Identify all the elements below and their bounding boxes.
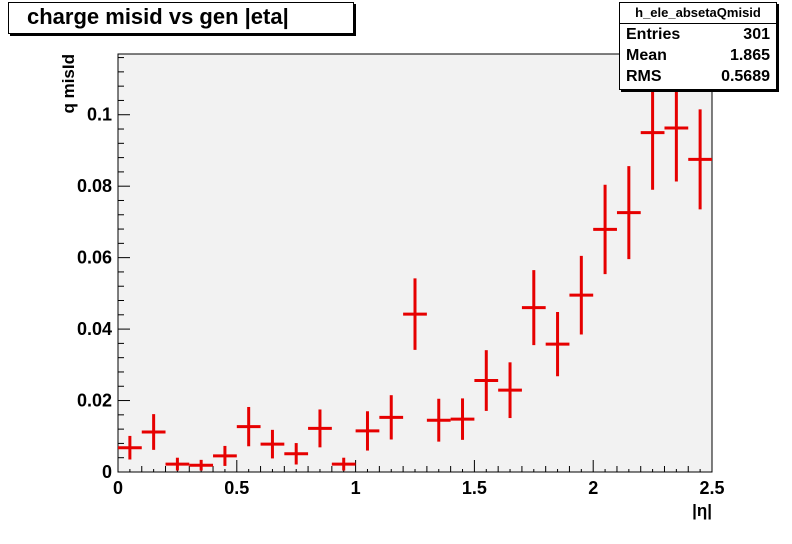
x-tick-label: 2.5 <box>699 478 724 498</box>
data-point <box>545 311 570 377</box>
stats-label: Entries <box>626 26 681 43</box>
stats-label: Mean <box>626 47 667 64</box>
data-point <box>213 445 237 466</box>
data-point <box>664 74 689 182</box>
stats-value: 1.865 <box>729 47 770 64</box>
chart-title-box: charge misid vs gen |eta| <box>8 2 354 34</box>
data-point <box>521 270 546 346</box>
data-point <box>331 457 356 471</box>
data-point <box>474 350 499 411</box>
data-point <box>284 443 309 465</box>
data-point <box>403 278 427 350</box>
y-axis-label: q misId <box>59 54 78 114</box>
y-tick-label: 0.1 <box>87 105 112 125</box>
x-axis-label: |η| <box>692 501 712 520</box>
stats-label: RMS <box>626 68 662 85</box>
y-tick-label: 0.06 <box>77 248 112 268</box>
x-tick-label: 1 <box>351 478 361 498</box>
data-point <box>593 184 617 275</box>
data-point <box>141 414 166 450</box>
x-tick-label: 1.5 <box>462 478 487 498</box>
data-point <box>118 435 142 460</box>
x-tick-label: 2 <box>588 478 598 498</box>
data-point <box>498 362 522 419</box>
data-point <box>426 398 451 442</box>
data-point <box>308 409 332 448</box>
data-point <box>355 411 380 451</box>
stats-row-entries: Entries 301 <box>620 24 776 45</box>
stats-name: h_ele_absetaQmisid <box>620 3 776 24</box>
y-tick-label: 0.08 <box>77 176 112 196</box>
data-point <box>569 255 594 335</box>
data-point <box>236 406 261 447</box>
stats-value: 301 <box>743 26 770 43</box>
stats-row-mean: Mean 1.865 <box>620 45 776 66</box>
data-point <box>450 398 475 440</box>
stats-value: 0.5689 <box>721 68 770 85</box>
data-point <box>189 459 214 471</box>
data-point <box>688 109 712 210</box>
stats-box: h_ele_absetaQmisid Entries 301 Mean 1.86… <box>619 2 777 90</box>
data-point <box>260 429 285 459</box>
data-point <box>640 75 665 190</box>
x-tick-label: 0.5 <box>224 478 249 498</box>
x-tick-label: 0 <box>113 478 123 498</box>
plot-area <box>117 53 713 473</box>
data-point <box>379 395 404 440</box>
chart-title: charge misid vs gen |eta| <box>27 4 289 29</box>
data-point <box>165 457 190 471</box>
y-tick-label: 0 <box>102 462 112 482</box>
y-tick-label: 0.04 <box>77 319 112 339</box>
data-point <box>616 166 641 260</box>
stats-row-rms: RMS 0.5689 <box>620 66 776 87</box>
y-tick-label: 0.02 <box>77 391 112 411</box>
